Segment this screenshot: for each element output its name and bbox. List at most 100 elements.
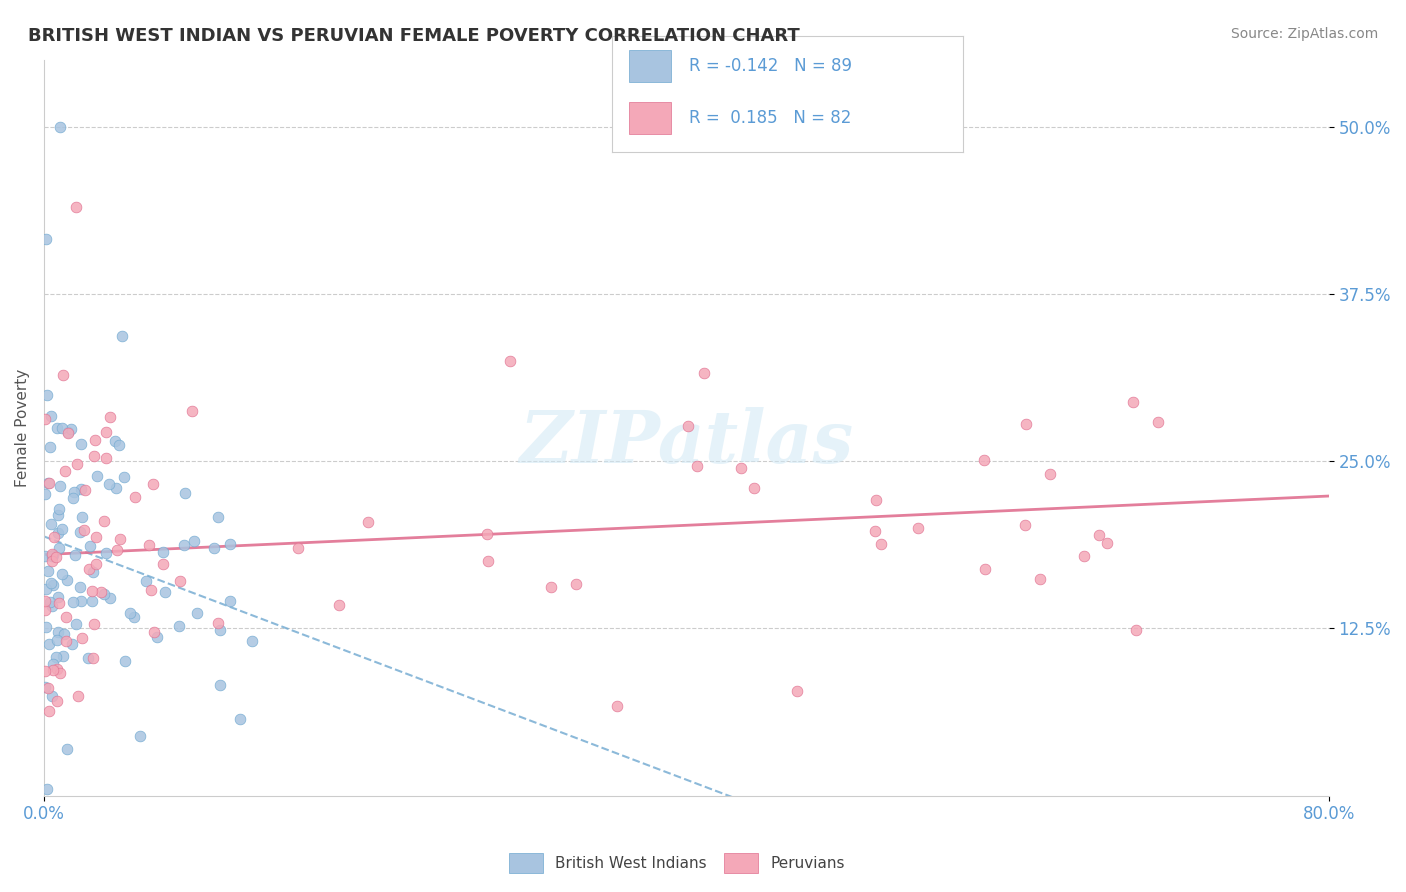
British West Indians — [186, 606, 208, 620]
British West Indians — [39, 409, 62, 423]
British West Indians — [120, 606, 142, 620]
Peruvians — [142, 476, 165, 491]
Peruvians — [742, 481, 765, 495]
British West Indians — [48, 501, 70, 516]
British West Indians — [51, 566, 73, 581]
Peruvians — [73, 524, 96, 538]
Peruvians — [786, 684, 808, 698]
British West Indians — [65, 616, 87, 631]
Peruvians — [55, 610, 77, 624]
Text: Source: ZipAtlas.com: Source: ZipAtlas.com — [1230, 27, 1378, 41]
Peruvians — [676, 419, 699, 434]
British West Indians — [35, 782, 58, 797]
British West Indians — [35, 582, 58, 596]
Text: R = -0.142   N = 89: R = -0.142 N = 89 — [689, 57, 852, 75]
Peruvians — [974, 562, 997, 576]
Peruvians — [86, 530, 108, 544]
British West Indians — [94, 546, 117, 560]
British West Indians — [97, 477, 120, 491]
Peruvians — [65, 200, 87, 214]
Peruvians — [105, 543, 128, 558]
Peruvians — [46, 694, 69, 708]
British West Indians — [48, 541, 70, 556]
Peruvians — [53, 464, 76, 478]
Peruvians — [90, 585, 112, 599]
Peruvians — [65, 458, 87, 472]
British West Indians — [82, 566, 104, 580]
Peruvians — [1088, 528, 1111, 542]
Peruvians — [863, 524, 886, 538]
British West Indians — [41, 657, 63, 671]
British West Indians — [70, 509, 93, 524]
Peruvians — [357, 516, 380, 530]
Peruvians — [37, 681, 59, 695]
British West Indians — [41, 549, 63, 563]
Peruvians — [499, 354, 522, 368]
Peruvians — [730, 460, 752, 475]
British West Indians — [69, 482, 91, 496]
Y-axis label: Female Poverty: Female Poverty — [15, 368, 30, 487]
British West Indians — [202, 541, 225, 555]
British West Indians — [60, 422, 83, 436]
Peruvians — [1073, 549, 1095, 563]
Peruvians — [1014, 518, 1036, 533]
British West Indians — [69, 524, 91, 539]
Peruvians — [1147, 415, 1170, 429]
Peruvians — [98, 409, 121, 424]
Peruvians — [34, 412, 56, 426]
British West Indians — [62, 595, 84, 609]
Peruvians — [38, 704, 60, 718]
FancyBboxPatch shape — [630, 102, 672, 134]
British West Indians — [167, 619, 190, 633]
British West Indians — [86, 469, 108, 483]
British West Indians — [42, 548, 65, 562]
Peruvians — [143, 624, 166, 639]
Peruvians — [606, 698, 628, 713]
Peruvians — [70, 631, 93, 645]
British West Indians — [41, 599, 63, 613]
Peruvians — [42, 663, 65, 677]
British West Indians — [219, 594, 242, 608]
British West Indians — [37, 564, 59, 578]
Peruvians — [49, 666, 72, 681]
Peruvians — [96, 451, 118, 466]
British West Indians — [34, 680, 56, 694]
British West Indians — [183, 533, 205, 548]
British West Indians — [208, 678, 231, 692]
British West Indians — [38, 637, 60, 651]
British West Indians — [37, 475, 59, 490]
British West Indians — [104, 434, 127, 448]
British West Indians — [229, 712, 252, 726]
Peruvians — [1122, 394, 1144, 409]
Peruvians — [693, 366, 716, 380]
British West Indians — [46, 591, 69, 605]
Peruvians — [477, 526, 499, 541]
Peruvians — [55, 634, 77, 648]
Peruvians — [564, 577, 586, 591]
British West Indians — [70, 437, 93, 451]
Peruvians — [540, 580, 562, 594]
Peruvians — [66, 689, 89, 703]
British West Indians — [69, 594, 91, 608]
Text: R =  0.185   N = 82: R = 0.185 N = 82 — [689, 109, 851, 127]
Peruvians — [45, 662, 67, 676]
British West Indians — [51, 421, 73, 435]
British West Indians — [111, 329, 134, 343]
British West Indians — [124, 609, 146, 624]
Peruvians — [1029, 572, 1052, 586]
Peruvians — [56, 425, 79, 440]
British West Indians — [93, 587, 115, 601]
Text: Peruvians: Peruvians — [770, 855, 845, 871]
British West Indians — [48, 624, 70, 639]
Peruvians — [907, 521, 929, 535]
Peruvians — [44, 530, 66, 544]
Peruvians — [41, 554, 63, 568]
Peruvians — [84, 558, 107, 572]
Text: BRITISH WEST INDIAN VS PERUVIAN FEMALE POVERTY CORRELATION CHART: BRITISH WEST INDIAN VS PERUVIAN FEMALE P… — [28, 27, 800, 45]
British West Indians — [51, 522, 73, 536]
Peruvians — [1095, 536, 1118, 550]
British West Indians — [52, 648, 75, 663]
British West Indians — [218, 537, 240, 551]
British West Indians — [98, 591, 121, 606]
Peruvians — [34, 665, 56, 679]
